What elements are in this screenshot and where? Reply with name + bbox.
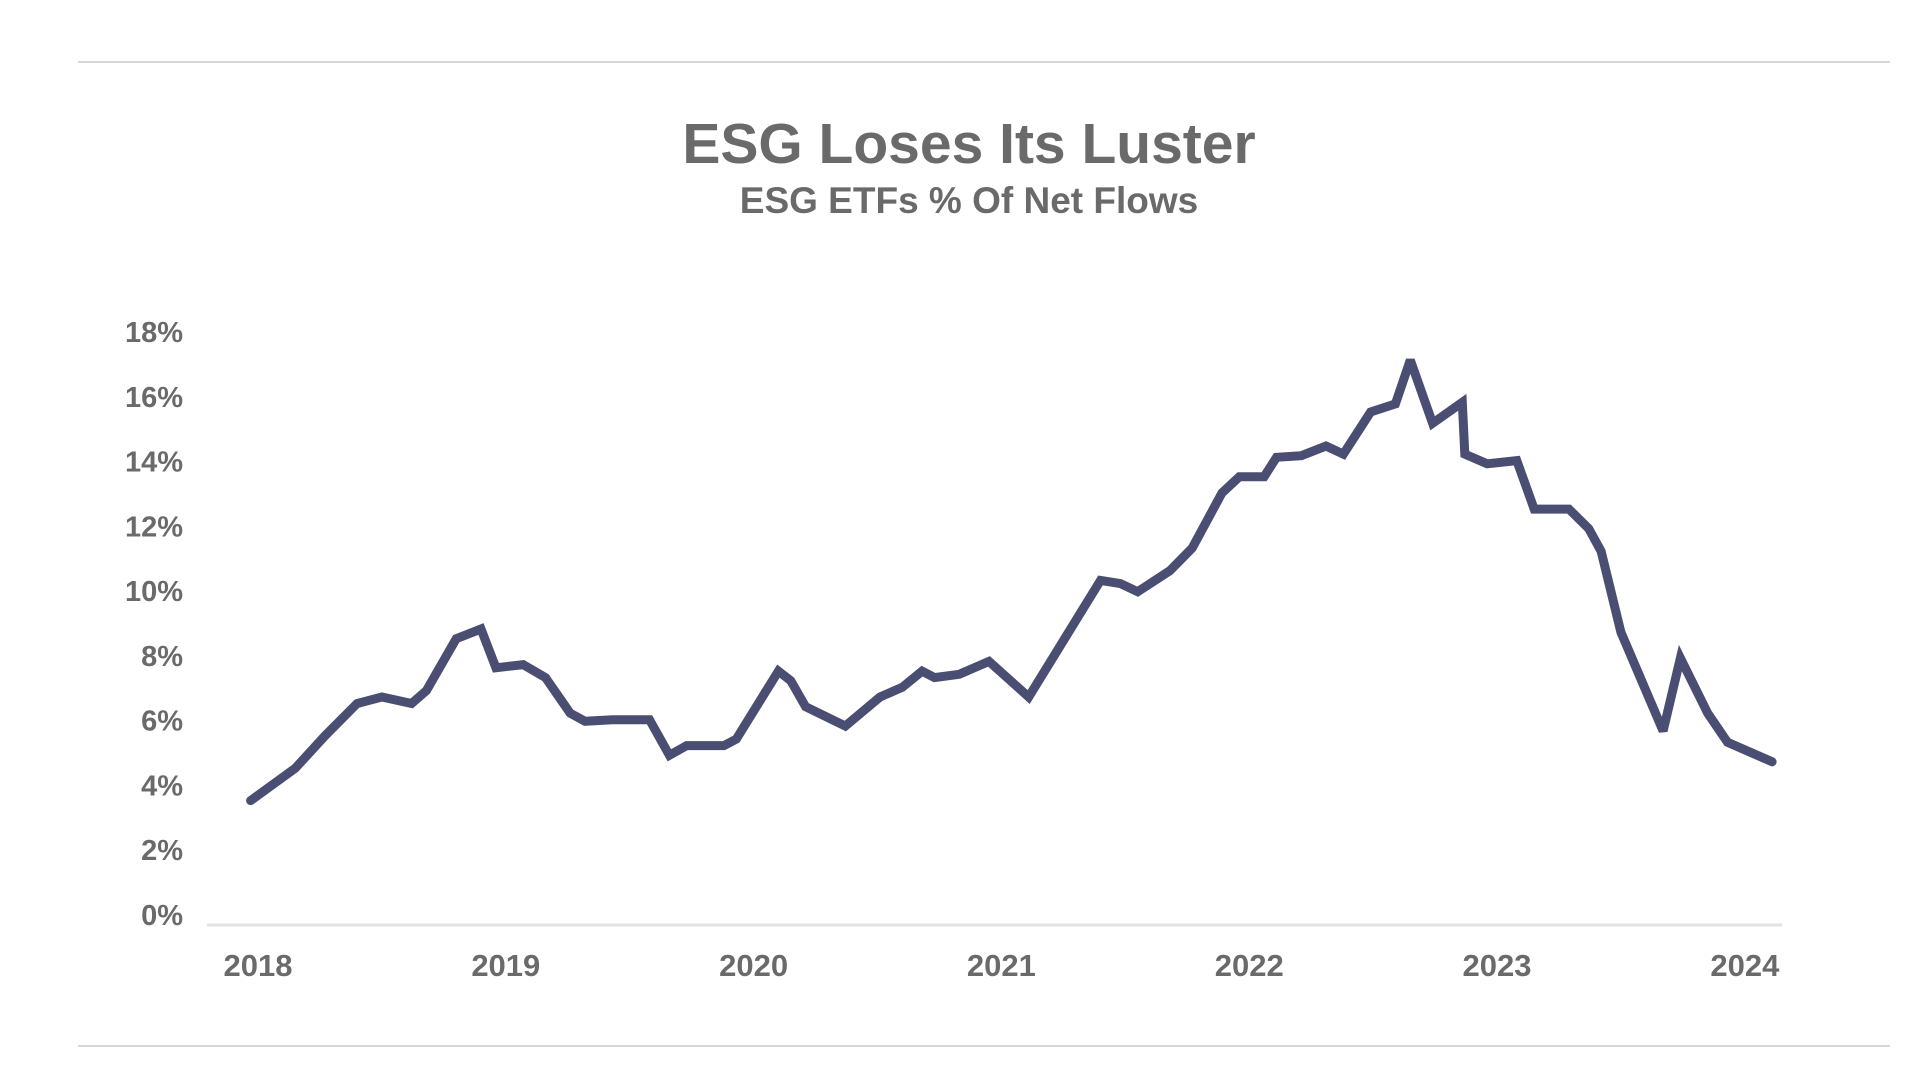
y-tick-label: 6% [141, 706, 183, 738]
x-tick-label: 2024 [1710, 948, 1780, 983]
series-layer [246, 358, 1777, 806]
x-tick-label: 2019 [471, 948, 540, 983]
y-tick-label: 0% [141, 900, 183, 932]
y-tick-label: 8% [141, 641, 183, 673]
y-tick-label: 16% [125, 382, 183, 414]
y-axis-tick-labels: 0% 2% 4% 6% 8% 10% 12% 14% 16% 18% [125, 317, 183, 932]
y-tick-label: 10% [125, 576, 183, 608]
x-tick-label: 2022 [1215, 948, 1284, 983]
chart-subtitle: ESG ETFs % Of Net Flows [740, 180, 1198, 221]
y-tick-label: 14% [125, 447, 183, 479]
chart-title: ESG Loses Its Luster [682, 112, 1255, 176]
y-tick-label: 18% [125, 317, 183, 349]
x-axis-tick-labels: 2018 2019 2020 2021 2022 2023 2024 [224, 948, 1781, 983]
y-tick-label: 2% [141, 835, 183, 867]
series-line [246, 358, 1777, 806]
y-tick-label: 12% [125, 511, 183, 543]
x-tick-label: 2020 [719, 948, 788, 983]
y-tick-label: 4% [141, 770, 183, 802]
x-tick-label: 2018 [224, 948, 293, 983]
x-tick-label: 2023 [1463, 948, 1532, 983]
x-tick-label: 2021 [967, 948, 1036, 983]
